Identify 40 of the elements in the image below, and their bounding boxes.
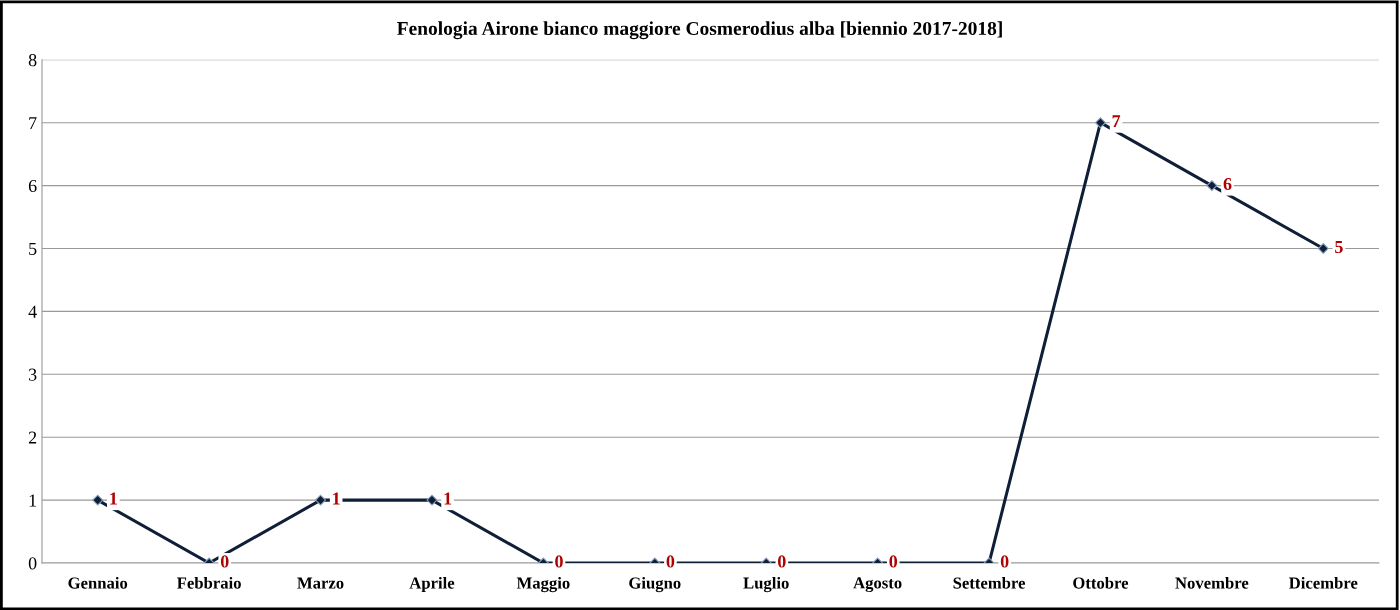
y-tick-label: 2 — [28, 431, 37, 444]
data-label: 0 — [666, 555, 675, 568]
data-label: 1 — [444, 492, 452, 505]
x-tick-label: Giugno — [629, 576, 681, 593]
x-tick-label: Luglio — [743, 576, 789, 593]
data-label: 1 — [110, 492, 117, 505]
x-tick-label: Aprile — [409, 576, 455, 593]
x-tick-label: Agosto — [853, 577, 902, 593]
data-label: 0 — [778, 555, 786, 568]
x-tick-label: Gennaio — [68, 576, 128, 589]
y-tick-label: 1 — [29, 494, 37, 507]
point — [426, 494, 438, 506]
y-tick-label: 3 — [28, 368, 37, 381]
y-tick-label: 6 — [28, 179, 37, 193]
x-tick-label: Ottobre — [1073, 576, 1129, 589]
point — [92, 494, 104, 506]
y-tick-label: 8 — [28, 54, 37, 67]
x-tick-label: Maggio — [516, 576, 570, 593]
data-label: 0 — [555, 555, 563, 568]
chart-title: Fenologia Airone bianco maggiore Cosmerodius alba [biennio 2017-2018] — [397, 21, 1002, 40]
data-label: 0 — [1000, 555, 1009, 568]
data-label: 6 — [1223, 177, 1232, 191]
data-label: 5 — [1335, 241, 1343, 254]
data-label: 1 — [333, 492, 340, 505]
data-label: 0 — [889, 555, 898, 568]
point — [315, 494, 327, 506]
x-tick-label: Marzo — [297, 577, 344, 589]
y-tick-label: 0 — [28, 557, 37, 570]
x-tick-label: Dicembre — [1289, 576, 1358, 589]
data-label: 7 — [1112, 115, 1121, 128]
x-tick-label: Novembre — [1175, 576, 1249, 589]
y-tick-label: 5 — [29, 242, 37, 255]
point — [1317, 243, 1329, 254]
data-label: 0 — [220, 555, 229, 568]
point — [1206, 180, 1218, 192]
y-tick-label: 7 — [29, 117, 37, 129]
x-tick-label: Febbraio — [177, 576, 241, 589]
point — [1094, 117, 1106, 129]
y-tick-label: 4 — [28, 305, 37, 318]
x-tick-label: Settembre — [953, 576, 1026, 589]
